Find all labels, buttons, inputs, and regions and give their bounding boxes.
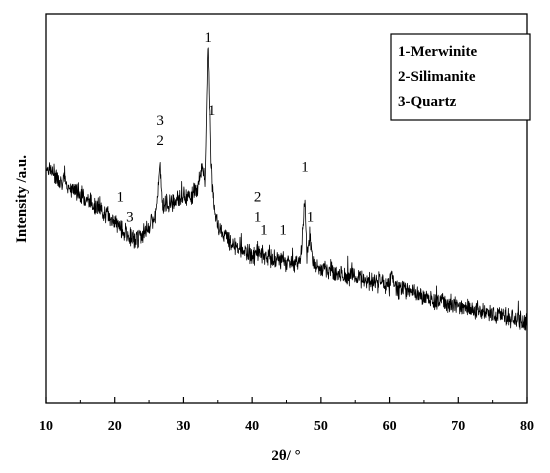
peak-label: 1	[307, 209, 315, 225]
legend-box	[390, 33, 531, 121]
x-tick-label: 40	[245, 419, 259, 434]
peak-label: 1	[204, 30, 212, 46]
peak-label: 1	[301, 159, 309, 175]
peak-label: 2	[254, 189, 262, 205]
plot-area	[45, 47, 528, 331]
peak-label: 3	[126, 209, 134, 225]
legend-entry-quartz: 3-Quartz	[398, 94, 457, 110]
x-tick-label: 70	[451, 419, 465, 434]
peak-label: 2	[156, 133, 164, 149]
legend-entry-silimanite: 2-Silimanite	[398, 69, 476, 85]
x-tick-label: 50	[314, 419, 328, 434]
peak-label: 1	[116, 189, 124, 205]
x-tick-label: 60	[383, 419, 397, 434]
peak-label: 1	[208, 103, 216, 119]
peak-label: 1	[279, 223, 287, 239]
y-axis-title: Intensity /a.u.	[14, 155, 30, 243]
x-tick-label: 80	[520, 419, 534, 434]
axes: 10 20 30 40 50 60 70 80	[39, 13, 534, 434]
x-tick-label: 10	[39, 419, 53, 434]
xrd-pattern-line	[45, 47, 528, 331]
x-tick-label: 30	[176, 419, 190, 434]
legend-entry-merwinite: 1-Merwinite	[398, 44, 477, 60]
peak-label: 1	[254, 209, 262, 225]
x-axis-title: 2θ/ °	[271, 448, 300, 464]
peak-label: 3	[156, 113, 164, 129]
legend: 1-Merwinite 2-Silimanite 3-Quartz	[390, 33, 531, 121]
x-tick-label: 20	[108, 419, 122, 434]
peak-label: 1	[260, 223, 268, 239]
